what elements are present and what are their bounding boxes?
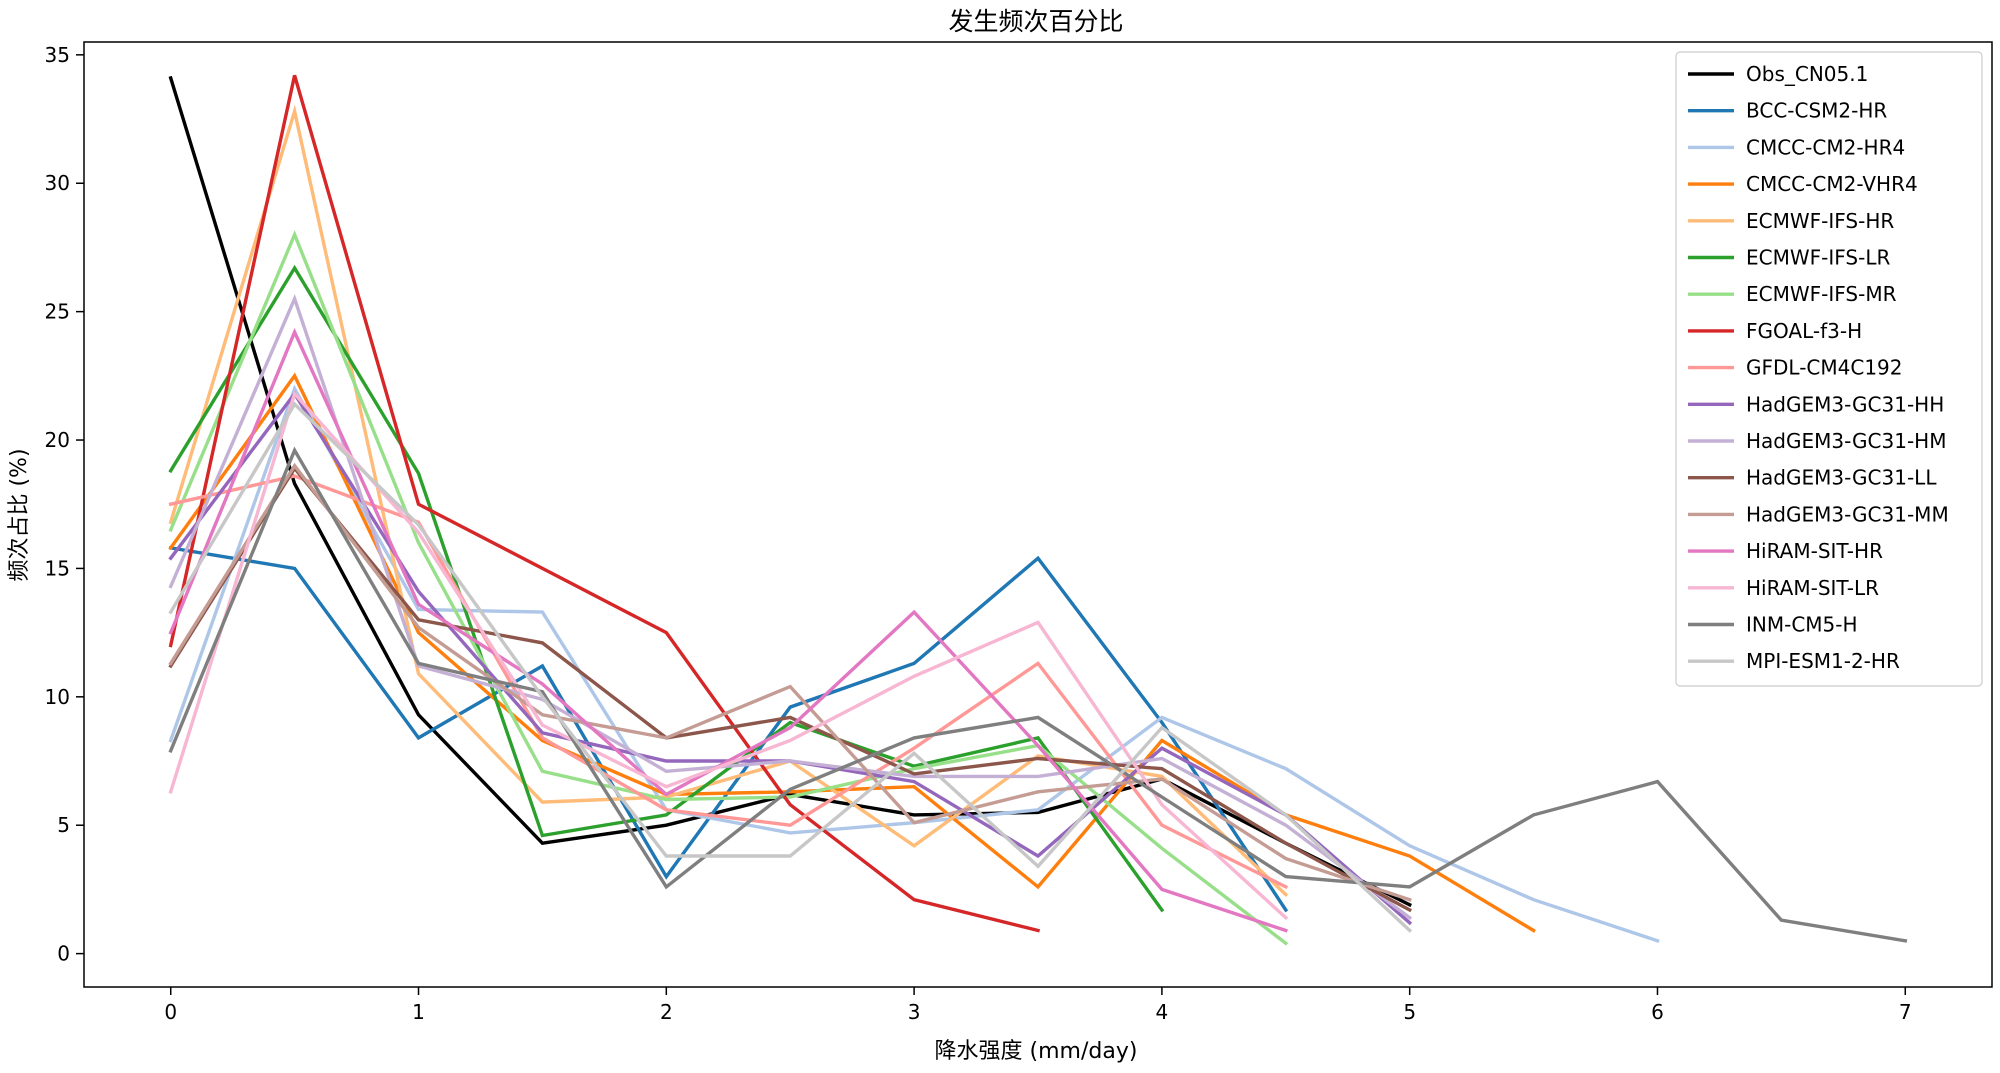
legend-label: ECMWF-IFS-MR	[1746, 282, 1897, 306]
legend-label: CMCC-CM2-VHR4	[1746, 172, 1918, 196]
series-line-8	[168, 474, 1289, 890]
x-tick-label: 0	[164, 1000, 177, 1024]
x-tick-label: 1	[412, 1000, 425, 1024]
series-line-13	[168, 327, 1288, 933]
x-tick-label: 6	[1651, 1000, 1664, 1024]
legend-label: HiRAM-SIT-LR	[1746, 576, 1879, 600]
series-line-7	[168, 74, 1041, 933]
y-tick-label: 0	[57, 942, 70, 966]
series-line-12	[168, 462, 1412, 902]
y-axis-label: 频次占比 (%)	[7, 448, 32, 581]
y-tick-label: 15	[45, 556, 70, 580]
y-tick-label: 5	[57, 813, 70, 837]
legend-label: GFDL-CM4C192	[1746, 356, 1903, 380]
series-line-11	[168, 465, 1413, 913]
series-line-10	[168, 294, 1413, 921]
legend-label: HadGEM3-GC31-MM	[1746, 502, 1949, 526]
legend-label: HadGEM3-GC31-HH	[1746, 392, 1944, 416]
x-tick-label: 5	[1403, 1000, 1416, 1024]
y-tick-label: 35	[45, 43, 70, 67]
x-tick-label: 2	[660, 1000, 673, 1024]
legend-label: ECMWF-IFS-LR	[1746, 246, 1890, 270]
x-tick-label: 4	[1156, 1000, 1169, 1024]
chart-title: 发生频次百分比	[948, 7, 1123, 36]
x-tick-label: 3	[908, 1000, 921, 1024]
series-line-3	[168, 372, 1536, 933]
legend-label: INM-CM5-H	[1746, 613, 1858, 637]
series-line-15	[168, 446, 1908, 943]
y-axis: 0 5 10 15 20 25 30 35	[45, 43, 84, 966]
legend-label: BCC-CSM2-HR	[1746, 99, 1887, 123]
y-tick-label: 10	[45, 685, 70, 709]
y-tick-label: 20	[45, 428, 70, 452]
x-axis-label: 降水强度 (mm/day)	[935, 1039, 1138, 1064]
legend-box	[1675, 51, 1983, 687]
legend-label: CMCC-CM2-HR4	[1746, 135, 1905, 159]
y-tick-label: 30	[45, 171, 70, 195]
series-line-16	[168, 401, 1413, 933]
legend: Obs_CN05.1 BCC-CSM2-HR CMCC-CM2-HR4 CMCC-CM…	[1675, 51, 1983, 687]
plot-frame	[83, 41, 1993, 988]
legend-label: Obs_CN05.1	[1746, 62, 1868, 86]
x-tick-label: 7	[1899, 1000, 1912, 1024]
y-tick-label: 25	[45, 300, 70, 324]
series-line-9	[168, 390, 1413, 926]
series-line-0	[168, 75, 1412, 908]
legend-label: HiRAM-SIT-HR	[1746, 539, 1883, 563]
legend-label: FGOAL-f3-H	[1746, 319, 1862, 343]
legend-label: MPI-ESM1-2-HR	[1746, 649, 1900, 673]
x-axis: 0 1 2 3 4 5 6 7	[164, 987, 1912, 1024]
series-layer	[168, 74, 1908, 946]
legend-label: HadGEM3-GC31-HM	[1746, 429, 1946, 453]
legend-label: ECMWF-IFS-HR	[1746, 209, 1894, 233]
legend-label: HadGEM3-GC31-LL	[1746, 466, 1937, 490]
